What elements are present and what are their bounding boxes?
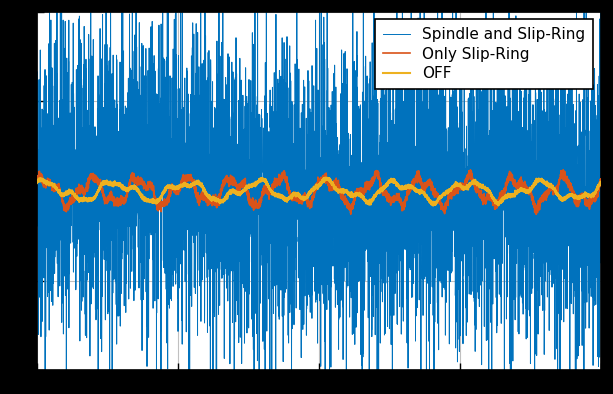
Only Slip-Ring — [597, 180, 604, 185]
Only Slip-Ring — [454, 187, 461, 192]
Spindle and Slip-Ring — [371, 201, 379, 205]
Only Slip-Ring — [533, 212, 540, 217]
OFF — [135, 190, 143, 194]
Spindle and Slip-Ring — [249, 30, 256, 35]
Only Slip-Ring — [135, 182, 143, 187]
OFF — [400, 186, 407, 191]
Spindle and Slip-Ring — [454, 247, 462, 252]
OFF — [597, 179, 604, 184]
Only Slip-Ring — [560, 167, 567, 172]
OFF — [429, 203, 436, 208]
Only Slip-Ring — [497, 190, 504, 195]
Only Slip-Ring — [371, 175, 379, 180]
OFF — [33, 181, 40, 186]
Spindle and Slip-Ring — [135, 20, 143, 25]
OFF — [249, 183, 256, 188]
Only Slip-Ring — [249, 204, 256, 209]
Line: Only Slip-Ring: Only Slip-Ring — [37, 170, 601, 214]
Spindle and Slip-Ring — [33, 151, 40, 156]
Spindle and Slip-Ring — [497, 237, 504, 242]
OFF — [454, 182, 462, 186]
OFF — [497, 199, 504, 204]
Only Slip-Ring — [400, 204, 407, 208]
Spindle and Slip-Ring — [400, 131, 407, 136]
Only Slip-Ring — [33, 175, 40, 180]
Line: OFF: OFF — [37, 178, 601, 206]
OFF — [321, 175, 329, 180]
OFF — [371, 194, 379, 199]
Legend: Spindle and Slip-Ring, Only Slip-Ring, OFF: Spindle and Slip-Ring, Only Slip-Ring, O… — [375, 19, 593, 89]
Line: Spindle and Slip-Ring: Spindle and Slip-Ring — [37, 0, 601, 394]
Spindle and Slip-Ring — [597, 260, 604, 265]
